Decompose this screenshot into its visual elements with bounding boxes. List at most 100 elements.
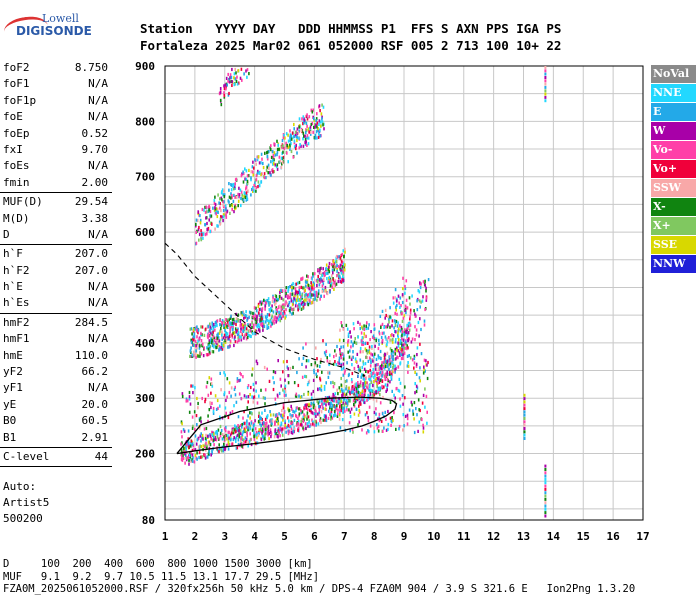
echo-point <box>320 398 323 403</box>
echo-point <box>320 420 322 425</box>
x-tick-label: 17 <box>636 530 649 543</box>
echo-point <box>340 253 343 258</box>
echo-point <box>248 328 251 333</box>
echo-point <box>296 406 298 410</box>
echo-point <box>255 359 258 363</box>
echo-point <box>335 260 338 264</box>
echo-point <box>235 322 237 327</box>
echo-point <box>198 225 200 230</box>
echo-point <box>208 408 211 412</box>
echo-point <box>389 362 392 366</box>
echo-point <box>190 354 193 358</box>
echo-point <box>233 205 236 209</box>
echo-point <box>318 404 320 409</box>
echo-point <box>289 129 291 133</box>
echo-point <box>283 133 285 137</box>
echo-point <box>412 409 414 413</box>
echo-point <box>362 377 365 381</box>
echo-point <box>207 414 209 418</box>
echo-point <box>219 329 221 333</box>
echo-point <box>415 328 418 332</box>
echo-point <box>290 134 292 138</box>
echo-point <box>304 142 307 146</box>
echo-point <box>199 221 202 225</box>
y-tick-label: 500 <box>135 281 155 294</box>
echo-point <box>188 397 191 401</box>
echo-point <box>289 366 292 371</box>
echo-point <box>224 83 227 87</box>
echo-point <box>278 391 281 396</box>
echo-point <box>260 323 262 327</box>
echo-point <box>288 303 290 307</box>
echo-point <box>203 453 205 457</box>
echo-point <box>208 351 211 355</box>
echo-point <box>334 360 336 364</box>
echo-point <box>344 393 347 398</box>
param-row: hmE 110.0 <box>0 348 112 364</box>
echo-point <box>245 177 248 181</box>
echo-point <box>248 422 250 426</box>
echo-point <box>320 112 323 116</box>
echo-point <box>382 429 384 433</box>
echo-point <box>331 404 334 408</box>
echo-point <box>349 429 351 433</box>
echo-point <box>270 413 272 417</box>
echo-point <box>293 134 295 139</box>
echo-point <box>252 160 254 164</box>
echo-point <box>245 333 248 337</box>
echo-point <box>364 413 367 417</box>
echo-point <box>275 306 277 310</box>
echo-point <box>258 184 261 188</box>
echo-point <box>289 285 291 289</box>
echo-point <box>299 304 301 308</box>
param-row: foEs N/A <box>0 158 112 174</box>
echo-point <box>310 108 313 112</box>
echo-point <box>359 400 361 404</box>
echo-point <box>220 103 223 107</box>
legend-e: E <box>651 103 696 121</box>
echo-point <box>242 329 245 333</box>
echo-point <box>230 314 232 318</box>
echo-point <box>255 185 258 190</box>
echo-point <box>208 344 210 348</box>
echo-point <box>206 380 209 385</box>
echo-point <box>205 353 208 357</box>
echo-point <box>198 456 200 460</box>
echo-point <box>353 327 355 331</box>
echo-point <box>413 354 416 358</box>
echo-point <box>405 330 407 334</box>
echo-point <box>243 192 246 196</box>
echo-point <box>235 446 238 450</box>
echo-point <box>312 401 315 405</box>
echo-point <box>197 401 199 406</box>
echo-point <box>389 400 392 404</box>
echo-point <box>276 147 279 151</box>
echo-point <box>321 370 323 374</box>
echo-point <box>397 327 400 331</box>
echo-point <box>195 349 197 353</box>
echo-point <box>339 398 342 402</box>
echo-point <box>216 224 218 228</box>
echo-point <box>262 161 264 166</box>
echo-point <box>359 358 362 362</box>
echo-point <box>375 407 377 411</box>
echo-point <box>386 388 388 392</box>
echo-point <box>404 385 406 389</box>
echo-point <box>393 326 395 330</box>
echo-point <box>247 414 249 418</box>
echo-point <box>295 408 297 413</box>
electron-density-profile <box>176 396 398 455</box>
interference-point <box>544 494 547 498</box>
echo-point <box>400 357 403 361</box>
x-tick-label: 4 <box>251 530 258 543</box>
echo-point <box>294 292 297 296</box>
echo-point <box>255 320 257 324</box>
echo-point <box>208 376 211 380</box>
echo-point <box>392 366 394 370</box>
echo-point <box>340 356 342 360</box>
echo-point <box>245 425 248 429</box>
echo-point <box>219 197 221 201</box>
echo-point <box>235 400 238 404</box>
echo-point <box>225 213 227 217</box>
echo-point <box>358 391 361 395</box>
